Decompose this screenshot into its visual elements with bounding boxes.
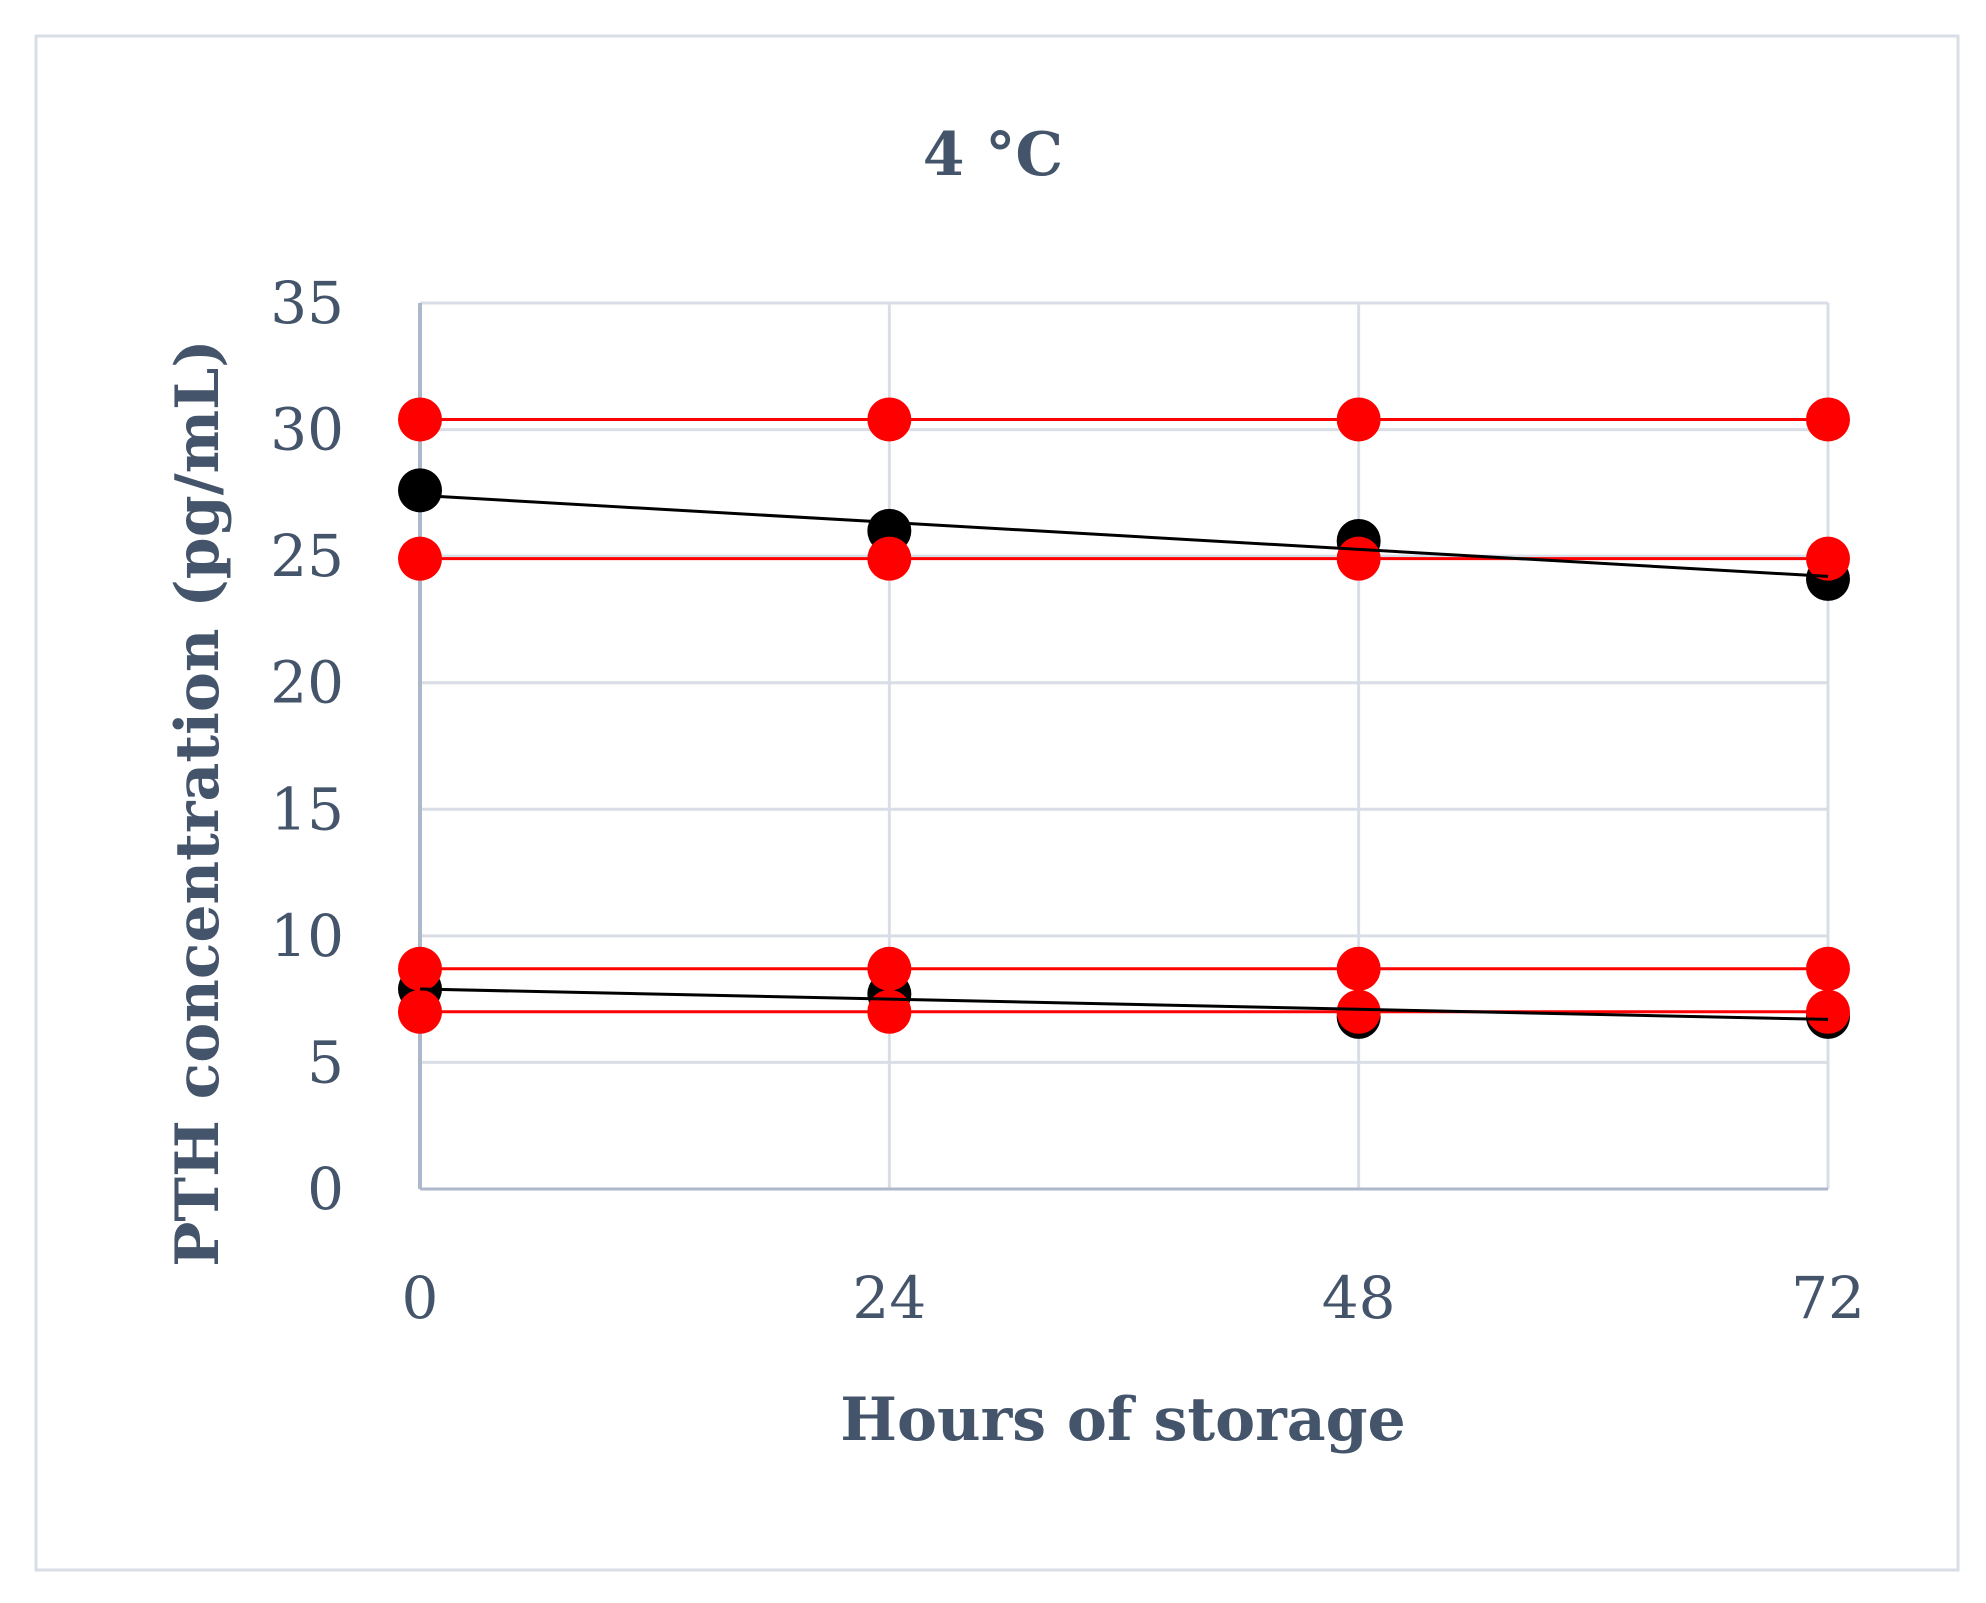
x-tick-label: 48 — [1322, 1264, 1396, 1332]
tick-labels: 0 5 10 15 20 25 30 35 0 24 48 72 — [270, 269, 1865, 1332]
y-tick-label: 30 — [270, 396, 344, 464]
chart-border — [34, 34, 1960, 1572]
data-point-red — [398, 397, 442, 442]
trendline-black — [419, 493, 1829, 578]
data-point-red — [1336, 536, 1381, 581]
data-point-red — [1806, 536, 1850, 581]
y-axis-title: PTH concentration (pg/mL) — [163, 339, 233, 1266]
data-point-red — [398, 989, 442, 1034]
data-points — [398, 397, 1850, 1039]
y-tick-label: 35 — [270, 269, 344, 337]
data-point-red — [1336, 946, 1381, 991]
data-point-red — [1336, 397, 1381, 442]
data-point-red — [1336, 989, 1381, 1034]
y-tick-label: 10 — [270, 902, 344, 970]
data-point-red — [867, 397, 912, 442]
y-tick-label: 15 — [270, 775, 344, 843]
data-point-red — [867, 536, 912, 581]
axes — [418, 303, 1828, 1191]
x-tick-label: 24 — [852, 1264, 926, 1332]
data-point-red — [398, 946, 442, 991]
y-tick-label: 0 — [307, 1155, 344, 1223]
data-point-red — [867, 989, 912, 1034]
x-tick-label: 72 — [1791, 1264, 1865, 1332]
y-tick-label: 25 — [270, 522, 344, 590]
trendlines — [420, 417, 1828, 1014]
y-tick-label: 20 — [270, 649, 344, 717]
data-point-black — [398, 468, 442, 513]
x-axis-title: Hours of storage — [840, 1385, 1405, 1455]
data-point-red — [1806, 946, 1850, 991]
chart-title: 4 °C — [923, 120, 1063, 190]
y-tick-label: 5 — [307, 1028, 344, 1096]
trendline-black — [419, 987, 1829, 1021]
data-point-red — [398, 536, 442, 581]
data-point-red — [1806, 989, 1850, 1034]
data-point-red — [1806, 397, 1850, 442]
data-point-red — [867, 946, 912, 991]
x-tick-label: 0 — [402, 1264, 439, 1332]
